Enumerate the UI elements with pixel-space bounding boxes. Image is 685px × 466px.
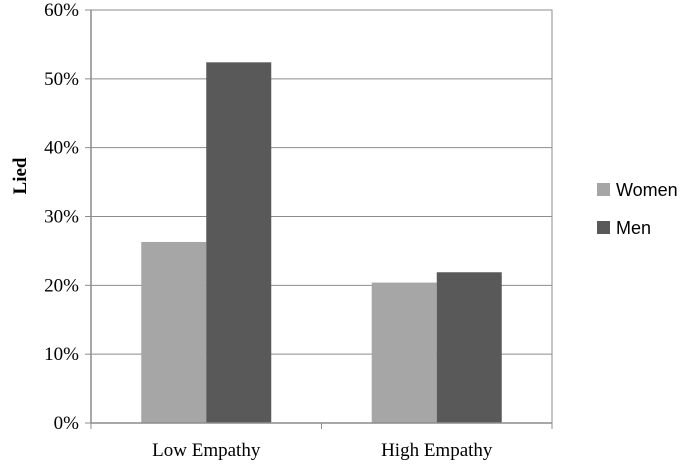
- y-tick-label: 50%: [44, 69, 79, 90]
- bar-men-low-empathy: [206, 62, 272, 424]
- bar-men-high-empathy: [436, 272, 502, 423]
- y-tick-label: 20%: [44, 275, 79, 296]
- y-tick-label: 30%: [44, 207, 79, 228]
- legend-swatch-men: [597, 221, 610, 234]
- x-tick-labels: Low Empathy High Empathy: [152, 440, 493, 461]
- y-tick-label: 60%: [44, 0, 79, 21]
- axes: [85, 9, 553, 429]
- x-tick-label: High Empathy: [381, 440, 493, 461]
- bars: [141, 62, 502, 424]
- y-tick-labels: 0% 10% 20% 30% 40% 50% 60%: [44, 0, 79, 434]
- y-tick-label: 40%: [44, 138, 79, 159]
- y-tick-label: 0%: [54, 413, 80, 434]
- legend-swatch-women: [597, 183, 610, 196]
- bar-women-high-empathy: [371, 282, 437, 423]
- legend: Women Men: [597, 180, 678, 238]
- legend-label-women: Women: [616, 180, 678, 200]
- y-tick-label: 10%: [44, 344, 79, 365]
- y-axis-title: Lied: [10, 157, 31, 194]
- bar-women-low-empathy: [141, 241, 207, 423]
- x-tick-label: Low Empathy: [152, 440, 261, 461]
- legend-label-men: Men: [616, 218, 651, 238]
